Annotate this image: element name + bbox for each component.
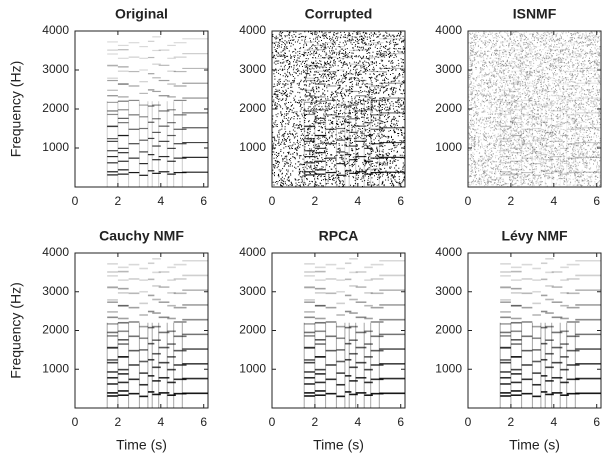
y-tick-label: 3000 — [42, 284, 69, 298]
y-tick-label: 4000 — [435, 23, 462, 37]
y-tick-label: 1000 — [239, 361, 266, 375]
spectrogram-panel: Cauchy NMF 0 2 4 6 1000 2000 3000 4000 Time (s) Fr… — [8, 228, 209, 453]
x-tick-label: 2 — [508, 194, 515, 208]
x-tick-label: 6 — [200, 415, 207, 429]
plot-area — [74, 30, 209, 188]
y-tick-label: 3000 — [42, 62, 69, 76]
y-tick-label: 4000 — [435, 245, 462, 259]
x-tick-label: 4 — [354, 415, 361, 429]
x-tick-label: 0 — [269, 194, 276, 208]
x-tick-label: 6 — [397, 194, 404, 208]
x-tick-label: 0 — [269, 415, 276, 429]
spectrogram-panel: RPCA 0 2 4 6 1000 2000 3000 4000 Time (s) — [239, 228, 406, 453]
spectrogram-panel: Original 0 2 4 6 1000 2000 3000 4000 Frequency (H… — [8, 6, 209, 208]
x-tick-label: 4 — [354, 194, 361, 208]
x-tick-label: 4 — [157, 194, 164, 208]
onsets — [106, 101, 183, 187]
y-tick-label: 2000 — [42, 323, 69, 337]
impulse-noise — [272, 31, 405, 187]
noise-texture — [468, 31, 601, 187]
spectrogram-panel: Corrupted 0 2 4 6 1000 2000 3000 4000 — [239, 6, 406, 208]
x-tick-label: 4 — [550, 415, 557, 429]
x-tick-label: 2 — [508, 415, 515, 429]
x-axis-label: Time (s) — [116, 437, 167, 453]
y-tick-label: 1000 — [42, 361, 69, 375]
x-tick-label: 6 — [397, 415, 404, 429]
plot-area — [271, 252, 406, 409]
spectrogram-panel: Lévy NMF 0 2 4 6 1000 2000 3000 4000 Time (s) — [435, 228, 602, 453]
x-tick-label: 6 — [593, 415, 600, 429]
y-tick-label: 2000 — [42, 101, 69, 115]
onsets — [499, 101, 576, 187]
noise-texture — [468, 31, 601, 187]
panel-title: ISNMF — [513, 6, 557, 22]
onsets — [106, 322, 183, 408]
y-tick-label: 3000 — [435, 62, 462, 76]
y-tick-label: 2000 — [435, 323, 462, 337]
panel-title: RPCA — [319, 228, 359, 244]
x-tick-label: 0 — [72, 194, 79, 208]
panel-title: Cauchy NMF — [99, 228, 184, 244]
y-tick-label: 1000 — [239, 140, 266, 154]
onsets — [303, 322, 380, 408]
y-tick-label: 1000 — [435, 140, 462, 154]
x-tick-label: 2 — [312, 415, 319, 429]
x-axis-label: Time (s) — [313, 437, 364, 453]
x-tick-label: 0 — [465, 415, 472, 429]
x-tick-label: 2 — [312, 194, 319, 208]
x-axis-label: Time (s) — [509, 437, 560, 453]
y-axis-label: Frequency (Hz) — [8, 282, 24, 378]
x-tick-label: 2 — [115, 415, 122, 429]
x-tick-label: 0 — [72, 415, 79, 429]
onsets — [499, 322, 576, 408]
y-tick-label: 3000 — [239, 62, 266, 76]
x-tick-label: 4 — [157, 415, 164, 429]
y-tick-label: 1000 — [435, 361, 462, 375]
y-tick-label: 2000 — [435, 101, 462, 115]
y-tick-label: 4000 — [42, 245, 69, 259]
y-tick-label: 3000 — [435, 284, 462, 298]
spectrogram-panel: ISNMF 0 2 4 6 1000 2000 3000 4000 — [435, 6, 602, 208]
y-tick-label: 4000 — [239, 23, 266, 37]
panel-title: Original — [115, 6, 168, 22]
y-tick-label: 2000 — [239, 101, 266, 115]
y-tick-label: 2000 — [239, 323, 266, 337]
y-tick-label: 4000 — [239, 245, 266, 259]
x-tick-label: 6 — [593, 194, 600, 208]
y-tick-label: 1000 — [42, 140, 69, 154]
x-tick-label: 4 — [550, 194, 557, 208]
x-tick-label: 2 — [115, 194, 122, 208]
panel-title: Lévy NMF — [501, 228, 568, 244]
x-tick-label: 6 — [200, 194, 207, 208]
y-axis-label: Frequency (Hz) — [8, 61, 24, 157]
x-tick-label: 0 — [465, 194, 472, 208]
y-tick-label: 3000 — [239, 284, 266, 298]
y-tick-label: 4000 — [42, 23, 69, 37]
panel-title: Corrupted — [305, 6, 373, 22]
